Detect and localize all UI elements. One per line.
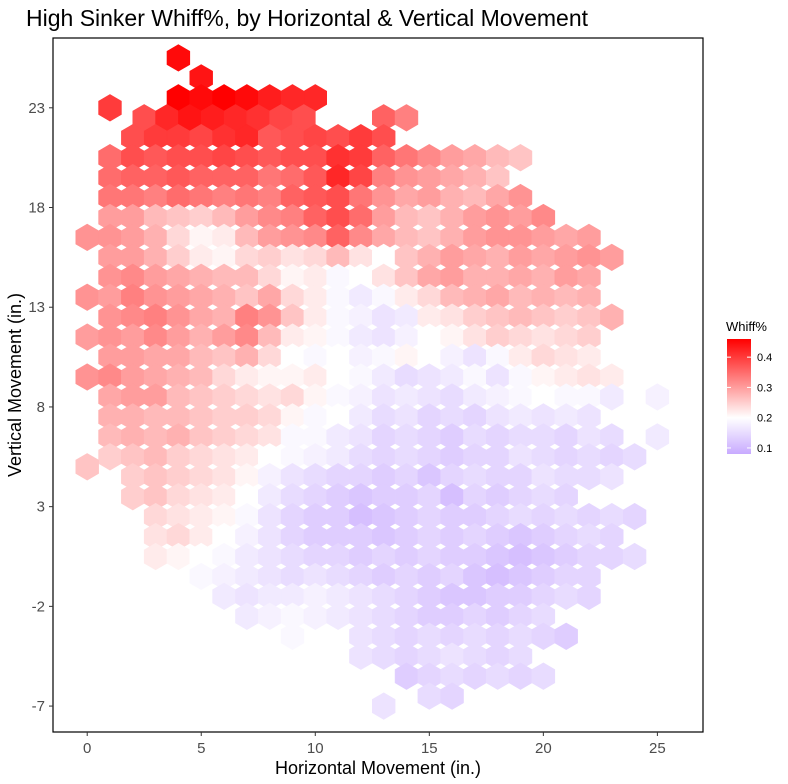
hex-bin xyxy=(371,642,396,670)
hex-bin xyxy=(75,223,99,252)
hex-bin xyxy=(121,483,145,511)
hex-bin xyxy=(189,562,213,591)
legend: Whiff% 0.1 0.2 0.3 0.4 xyxy=(726,319,772,455)
hex-bin xyxy=(75,323,99,351)
legend-tick-label: 0.3 xyxy=(757,382,772,394)
y-tick-label: 3 xyxy=(37,499,45,516)
hex-bin xyxy=(303,602,328,630)
hex-bin xyxy=(531,662,556,690)
hex-bin xyxy=(75,283,99,311)
legend-tick-label: 0.2 xyxy=(757,413,772,425)
legend-title: Whiff% xyxy=(726,319,767,334)
hex-bin xyxy=(371,692,396,720)
hex-bin xyxy=(98,443,122,471)
x-tick-label: 25 xyxy=(649,740,666,757)
hex-bin xyxy=(645,423,670,451)
hex-bin xyxy=(508,662,533,690)
hex-bin xyxy=(485,662,510,690)
x-tick-label: 5 xyxy=(197,740,205,757)
hex-bin xyxy=(554,582,578,611)
y-tick-label: 23 xyxy=(28,100,45,117)
hex-bin xyxy=(235,602,259,630)
hex-bin xyxy=(440,682,464,710)
hex-bin xyxy=(166,542,191,571)
x-axis-title: Horizontal Movement (in.) xyxy=(275,758,481,778)
y-axis: -7 -2 3 8 13 18 23 xyxy=(28,100,53,715)
chart-title: High Sinker Whiff%, by Horizontal & Vert… xyxy=(26,5,589,31)
x-tick-label: 20 xyxy=(535,740,552,757)
hex-bin xyxy=(257,602,282,630)
y-tick-label: -7 xyxy=(32,698,45,715)
hex-bin xyxy=(645,383,670,411)
hex-bin xyxy=(75,453,99,481)
plot-panel-border xyxy=(52,37,704,733)
hex-bin xyxy=(622,542,647,571)
hex-bin xyxy=(508,144,533,172)
hex-bin xyxy=(280,622,305,650)
hex-bin xyxy=(600,463,624,491)
hex-bin xyxy=(577,582,601,611)
hex-bin xyxy=(622,502,647,531)
y-tick-label: -2 xyxy=(32,598,45,615)
x-tick-label: 0 xyxy=(83,740,91,757)
y-tick-label: 8 xyxy=(37,399,45,416)
hex-bin xyxy=(349,642,373,670)
hex-bin xyxy=(554,622,578,650)
legend-colorbar xyxy=(727,339,751,454)
x-tick-label: 10 xyxy=(307,740,324,757)
y-tick-label: 13 xyxy=(28,299,45,316)
legend-ticks: 0.1 0.2 0.3 0.4 xyxy=(727,352,772,455)
hex-bin xyxy=(622,443,647,471)
hex-bin xyxy=(600,542,624,571)
hex-bin xyxy=(531,622,556,650)
y-tick-label: 18 xyxy=(28,200,45,217)
hex-bin xyxy=(394,104,419,132)
x-tick-label: 15 xyxy=(421,740,438,757)
hex-bin xyxy=(326,602,350,630)
hex-bin xyxy=(143,542,168,571)
hex-bin xyxy=(600,243,624,272)
hex-bin xyxy=(600,383,624,411)
hex-bin xyxy=(577,463,601,491)
hex-bin xyxy=(212,582,236,611)
hex-bin xyxy=(98,94,122,122)
hex-bin xyxy=(394,662,419,690)
hex-bin xyxy=(166,44,191,72)
x-axis: 0 5 10 15 20 25 xyxy=(83,732,666,757)
hex-bin xyxy=(463,662,487,690)
hex-bin xyxy=(75,363,99,391)
y-axis-title: Vertical Movement (in.) xyxy=(5,293,25,477)
hex-layer xyxy=(75,44,670,720)
hex-bin xyxy=(600,303,624,331)
legend-tick-label: 0.4 xyxy=(757,352,772,364)
hex-bin xyxy=(417,682,442,710)
legend-tick-label: 0.1 xyxy=(757,443,772,455)
